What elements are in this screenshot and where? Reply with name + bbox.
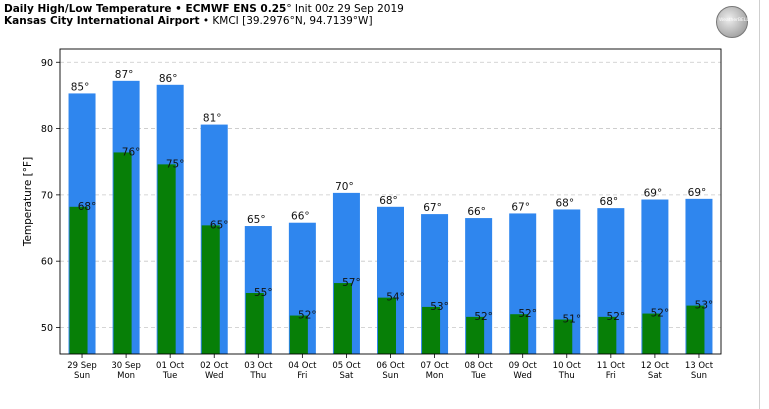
chart-title: Daily High/Low Temperature • ECMWF ENS 0… <box>4 3 704 15</box>
y-tick-label: 60 <box>41 257 53 268</box>
low-temp-bar <box>686 305 705 354</box>
x-tick-date: 03 Oct <box>244 361 273 371</box>
high-temp-label: 67° <box>511 201 530 213</box>
x-tick-day: Mon <box>117 371 135 381</box>
low-temp-label: 55° <box>254 287 273 299</box>
low-temp-label: 52° <box>474 311 493 323</box>
weatherbell-logo-icon: WeatherBELL <box>716 6 749 38</box>
chart-location: Kansas City International Airport • KMCI… <box>4 15 704 27</box>
x-tick-day: Wed <box>205 371 224 381</box>
x-tick-date: 10 Oct <box>553 361 582 371</box>
low-temp-label: 52° <box>298 310 317 322</box>
low-temp-label: 65° <box>210 219 229 231</box>
low-temp-bar <box>378 297 396 354</box>
high-temp-label: 68° <box>379 195 398 207</box>
high-temp-label: 69° <box>644 188 663 200</box>
low-temp-bar <box>422 306 441 354</box>
x-tick-date: 02 Oct <box>200 361 229 371</box>
x-tick-date: 09 Oct <box>509 361 538 371</box>
chart-header: Daily High/Low Temperature • ECMWF ENS 0… <box>4 3 704 27</box>
x-tick-date: 07 Oct <box>420 361 449 371</box>
low-temp-bar <box>113 152 132 354</box>
high-temp-label: 69° <box>688 187 707 199</box>
high-temp-label: 70° <box>335 181 354 193</box>
title-degree: ° <box>286 3 292 15</box>
plot-frame <box>59 48 722 355</box>
x-tick-date: 05 Oct <box>332 361 361 371</box>
y-tick-label: 50 <box>41 323 53 334</box>
x-tick-day: Thu <box>558 371 575 381</box>
low-temp-label: 76° <box>122 146 141 158</box>
low-temp-bar <box>201 225 220 354</box>
low-temp-bar <box>289 315 308 354</box>
low-temp-label: 52° <box>651 308 670 320</box>
x-tick-date: 04 Oct <box>288 361 317 371</box>
x-tick-day: Mon <box>426 371 444 381</box>
x-tick-day: Sat <box>648 371 663 381</box>
x-tick-day: Tue <box>162 371 178 381</box>
high-temp-label: 87° <box>115 69 134 81</box>
x-tick-date: 06 Oct <box>376 361 405 371</box>
low-temp-bar <box>69 206 88 354</box>
y-axis-label: Temperature [°F] <box>22 157 34 247</box>
x-tick-day: Sun <box>382 371 398 381</box>
low-temp-bar <box>157 164 176 354</box>
low-temp-label: 53° <box>695 300 714 312</box>
low-temp-bar <box>466 316 485 354</box>
low-temp-label: 52° <box>607 311 626 323</box>
y-tick-label: 80 <box>41 124 53 135</box>
high-temp-label: 67° <box>423 202 442 214</box>
low-temp-label: 51° <box>562 314 581 326</box>
low-temp-label: 54° <box>386 292 405 304</box>
high-temp-label: 66° <box>467 206 486 218</box>
x-tick-date: 11 Oct <box>597 361 626 371</box>
chart-init-time: Init 00z 29 Sep 2019 <box>291 3 404 15</box>
high-temp-label: 68° <box>555 197 574 209</box>
y-tick-label: 70 <box>41 190 53 201</box>
x-tick-date: 08 Oct <box>465 361 494 371</box>
high-temp-label: 68° <box>600 196 619 208</box>
high-temp-label: 81° <box>203 113 222 125</box>
x-tick-day: Fri <box>606 371 616 381</box>
low-temp-bar <box>598 316 617 354</box>
low-temp-bar <box>333 283 352 354</box>
x-tick-day: Sat <box>339 371 354 381</box>
high-temp-label: 65° <box>247 214 266 226</box>
x-tick-day: Sun <box>74 371 90 381</box>
location-name: Kansas City International Airport <box>4 15 200 27</box>
low-temp-bar <box>554 319 573 354</box>
x-tick-date: 29 Sep <box>67 361 97 371</box>
x-tick-day: Thu <box>249 371 266 381</box>
x-tick-day: Sun <box>691 371 707 381</box>
low-temp-label: 53° <box>430 301 449 313</box>
low-temp-bar <box>642 313 661 354</box>
high-temp-label: 85° <box>71 81 90 93</box>
high-temp-label: 86° <box>159 73 178 85</box>
x-tick-day: Wed <box>513 371 532 381</box>
page-divider <box>759 0 760 409</box>
low-temp-bar <box>510 314 529 354</box>
x-tick-day: Tue <box>470 371 486 381</box>
location-coords: • KMCI [39.2976°N, 94.7139°W] <box>199 15 373 27</box>
x-tick-day: Fri <box>297 371 307 381</box>
chart-title-main: Daily High/Low Temperature • ECMWF ENS 0… <box>4 3 287 15</box>
low-temp-label: 75° <box>166 158 185 170</box>
x-tick-date: 13 Oct <box>685 361 714 371</box>
low-temp-label: 68° <box>78 201 97 213</box>
x-tick-date: 01 Oct <box>156 361 185 371</box>
x-tick-date: 30 Sep <box>111 361 141 371</box>
low-temp-label: 57° <box>342 277 361 289</box>
low-temp-bar <box>245 293 264 354</box>
y-tick-label: 90 <box>41 58 53 69</box>
high-temp-label: 66° <box>291 211 310 223</box>
low-temp-label: 52° <box>518 308 537 320</box>
logo-text: WeatherBELL <box>719 18 749 23</box>
x-tick-date: 12 Oct <box>641 361 670 371</box>
